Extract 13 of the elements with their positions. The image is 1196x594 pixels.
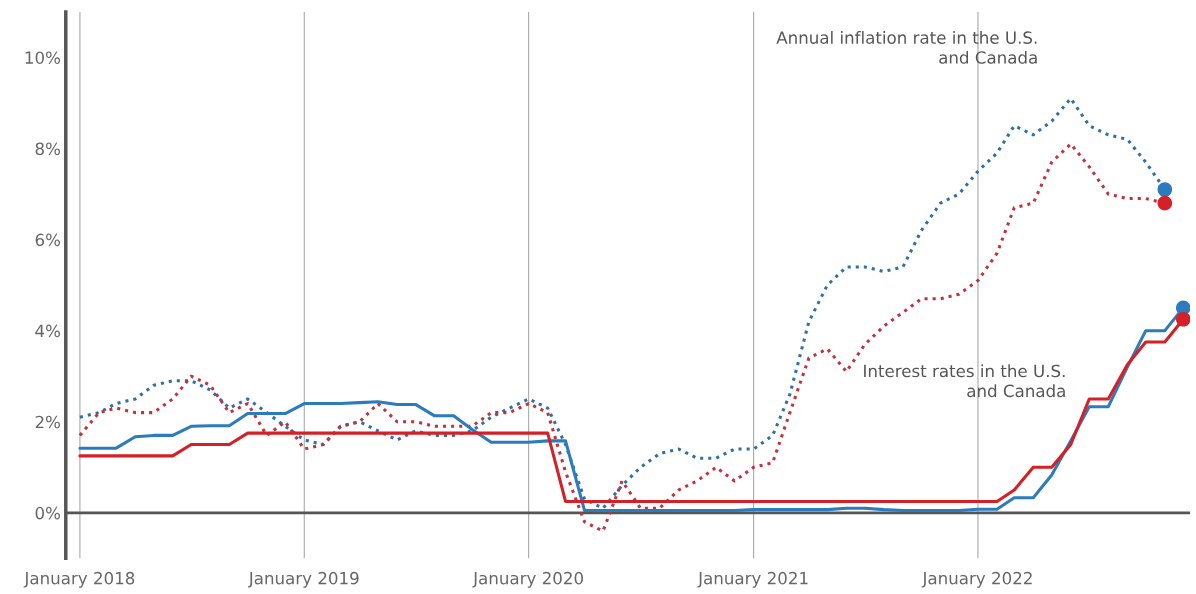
- x-tick-label: January 2022: [921, 571, 1032, 588]
- x-tick-label: January 2021: [697, 571, 808, 588]
- y-tick-label: 10%: [25, 51, 60, 64]
- y-tick-label: 8%: [35, 142, 60, 156]
- x-tick-label: January 2020: [472, 571, 583, 588]
- y-tick-label: 0%: [35, 506, 60, 520]
- x-tick-label: January 2018: [23, 571, 135, 588]
- y-tick-label: 6%: [35, 233, 60, 247]
- x-tick-label: January 2019: [247, 571, 359, 588]
- annotation: Annual inflation rate in the U.S. and Canada: [776, 31, 1037, 64]
- y-tick-label: 2%: [35, 415, 60, 429]
- annotation: Interest rates in the U.S. and Canada: [864, 364, 1065, 398]
- y-tick-label: 4%: [35, 324, 60, 338]
